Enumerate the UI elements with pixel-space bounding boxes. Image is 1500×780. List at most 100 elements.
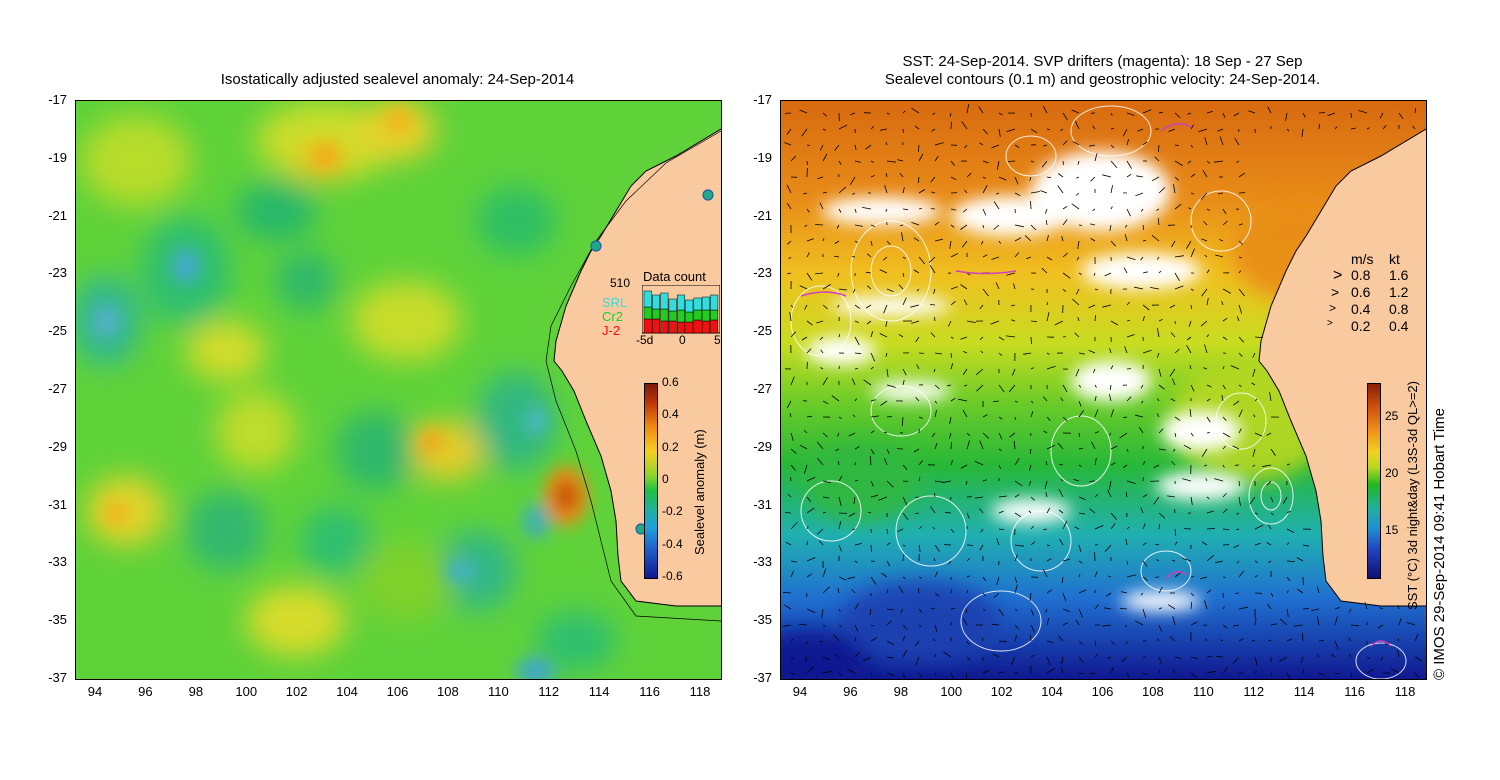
velocity-arrow [1267, 106, 1272, 114]
colorbar-tick: 0.4 [662, 407, 679, 422]
velocity-arrow [870, 480, 874, 487]
velocity-arrow [1183, 444, 1192, 450]
velocity-arrow [1140, 400, 1144, 404]
velocity-arrow [1382, 124, 1387, 130]
velocity-arrow [1377, 624, 1384, 629]
velocity-arrow [982, 479, 987, 482]
velocity-arrow [1062, 252, 1068, 258]
velocity-arrow [834, 653, 840, 658]
velocity-arrow [1174, 272, 1180, 281]
velocity-arrow [1253, 414, 1256, 418]
velocity-arrow [913, 237, 920, 242]
velocity-arrow [838, 496, 842, 506]
velocity-arrow [854, 480, 859, 482]
velocity-arrow [1190, 621, 1198, 626]
velocity-arrow [1030, 367, 1034, 370]
velocity-arrow [1286, 560, 1296, 562]
data-count-bar-segment [660, 292, 669, 310]
velocity-arrow [851, 256, 856, 258]
velocity-arrow [1046, 656, 1051, 666]
velocity-arrow [885, 173, 888, 178]
velocity-arrow [1058, 488, 1064, 498]
velocity-arrow [934, 316, 936, 322]
velocity-arrow [960, 464, 968, 469]
velocity-arrow [1062, 520, 1068, 530]
velocity-arrow [1110, 365, 1114, 370]
tide-gauge-marker [702, 189, 714, 201]
velocity-arrow [1215, 655, 1224, 658]
x-tick-label: 116 [1344, 684, 1365, 699]
velocity-arrow [991, 144, 1000, 149]
velocity-arrow [1030, 160, 1034, 163]
velocity-arrow [1078, 496, 1086, 500]
velocity-arrow [1202, 169, 1208, 178]
velocity-legend-kt: 1.2 [1389, 284, 1409, 300]
velocity-arrow [1170, 332, 1176, 338]
velocity-arrow [928, 256, 936, 263]
velocity-arrow [1140, 208, 1144, 212]
velocity-arrow [849, 176, 856, 185]
velocity-arrow [1238, 352, 1243, 357]
velocity-arrow [998, 336, 1005, 341]
x-tick-label: 116 [639, 684, 660, 699]
velocity-arrow [1158, 270, 1162, 274]
velocity-arrow [1157, 328, 1160, 338]
velocity-arrow [838, 608, 841, 612]
velocity-arrow [790, 304, 794, 308]
velocity-arrow [1151, 176, 1160, 182]
velocity-arrow [1300, 656, 1304, 663]
velocity-arrow [818, 540, 824, 546]
velocity-arrow [963, 351, 968, 354]
velocity-arrow [1222, 666, 1229, 674]
velocity-arrow [1077, 160, 1080, 165]
velocity-arrow [822, 624, 826, 627]
velocity-arrow [862, 656, 872, 662]
velocity-arrow [1350, 624, 1360, 627]
velocity-arrow [1215, 560, 1224, 564]
data-count-bar-segment [710, 319, 719, 334]
velocity-arrow [942, 480, 952, 484]
velocity-arrow [1135, 414, 1144, 418]
velocity-arrow [1030, 541, 1036, 546]
velocity-arrow [822, 586, 830, 594]
velocity-arrow [1286, 528, 1295, 533]
velocity-arrow [1075, 619, 1080, 626]
velocity-arrow [1153, 496, 1160, 505]
velocity-arrow [998, 510, 1004, 514]
velocity-arrow [1011, 304, 1016, 307]
velocity-arrow [885, 142, 888, 146]
geostrophic-velocity-arrows [782, 104, 1423, 679]
velocity-arrow [1142, 542, 1147, 546]
velocity-arrow [838, 333, 841, 338]
velocity-arrow [990, 320, 1000, 325]
velocity-arrow [1366, 127, 1370, 130]
velocity-arrow [914, 496, 920, 498]
velocity-arrow [1028, 510, 1032, 514]
velocity-arrow [1236, 512, 1240, 515]
velocity-arrow [991, 256, 1000, 260]
velocity-arrow [886, 560, 891, 567]
velocity-arrow [806, 272, 813, 281]
velocity-arrow [1110, 523, 1116, 530]
velocity-arrow [913, 269, 920, 274]
data-count-bar-segment [668, 310, 677, 322]
velocity-arrow [1072, 298, 1080, 306]
velocity-arrow [1222, 366, 1225, 370]
velocity-arrow [1142, 576, 1148, 582]
velocity-arrow [1126, 448, 1129, 452]
velocity-arrow [1251, 382, 1256, 386]
velocity-arrow [950, 208, 956, 211]
velocity-arrow [1076, 256, 1080, 261]
velocity-arrow [1188, 320, 1192, 327]
velocity-arrow [1142, 461, 1146, 466]
velocity-arrow [1088, 304, 1096, 309]
velocity-arrow [1041, 267, 1048, 274]
x-tick-label: 112 [538, 684, 560, 699]
velocity-arrow [1121, 591, 1128, 594]
velocity-arrow [886, 448, 890, 454]
velocity-arrow [787, 272, 792, 275]
velocity-arrow [1124, 234, 1128, 242]
velocity-arrow [915, 397, 920, 402]
velocity-arrow [1078, 574, 1081, 578]
velocity-arrow [1254, 336, 1264, 338]
